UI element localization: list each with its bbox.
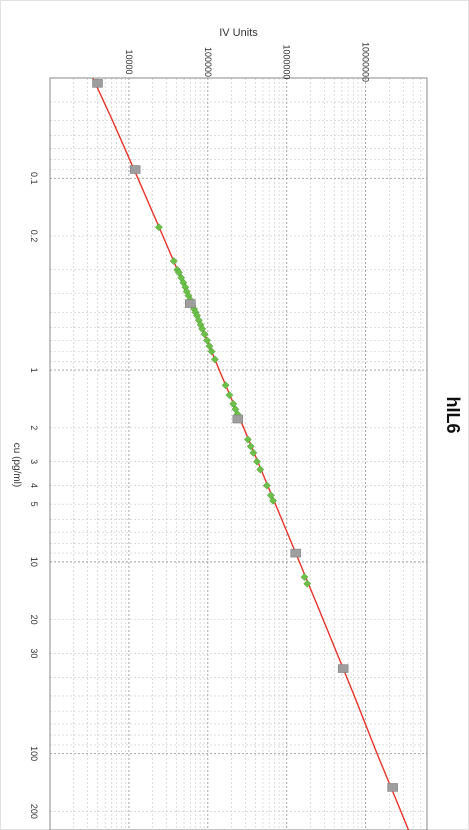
sample-point	[249, 448, 258, 457]
sample-point	[200, 330, 209, 339]
plot-border	[49, 77, 428, 830]
x-tick-label: 0.2	[29, 230, 39, 243]
sample-point	[198, 324, 207, 333]
standard-point	[337, 664, 349, 673]
sample-point	[229, 399, 238, 408]
chart-title: hIL6	[443, 396, 463, 433]
sample-point	[243, 435, 252, 444]
x-tick-label: 3	[29, 459, 39, 464]
sample-point	[169, 257, 178, 265]
standard-point	[232, 414, 244, 424]
sample-point	[266, 491, 275, 500]
standard-point	[92, 79, 103, 88]
x-tick-label: 1	[29, 368, 39, 373]
sample-point	[154, 223, 163, 232]
sample-point	[303, 579, 312, 588]
plot-area	[50, 78, 427, 830]
x-tick-label: 2	[29, 425, 39, 430]
standard-point	[290, 548, 301, 558]
sample-point	[253, 457, 261, 466]
sample-point	[203, 336, 212, 345]
sample-point	[207, 347, 216, 356]
y-tick-label: 1000000	[282, 44, 292, 79]
x-tick-label: 30	[29, 648, 39, 658]
fit-curve	[92, 78, 410, 830]
sample-point	[269, 496, 278, 505]
y-tick-label: 100000	[203, 47, 213, 77]
sample-point	[256, 465, 265, 474]
sample-point	[205, 342, 214, 351]
x-tick-label: 200	[29, 804, 39, 819]
sample-point	[221, 381, 230, 390]
grid	[49, 77, 428, 830]
x-tick-label: 5	[29, 502, 39, 507]
standard-point	[185, 299, 196, 308]
y-axis-label: IV Units	[219, 27, 258, 39]
x-tick-label: 100	[29, 746, 39, 761]
x-tick-label: 20	[29, 615, 39, 625]
x-tick-label: 10	[29, 557, 39, 567]
sample-point	[225, 391, 234, 400]
x-axis-label: cu (pg/ml)	[11, 443, 22, 487]
plot-content	[92, 78, 410, 830]
y-tick-label: 10000000	[361, 42, 371, 82]
sample-point	[300, 573, 309, 582]
standard-point	[387, 783, 398, 792]
sample-point	[246, 442, 255, 451]
x-tick-label: 4	[29, 483, 39, 488]
x-tick-label: 0.1	[29, 172, 39, 185]
sample-point	[262, 481, 271, 490]
y-tick-label: 10000	[124, 49, 134, 74]
sample-point	[210, 355, 219, 364]
standard-point	[129, 165, 141, 174]
